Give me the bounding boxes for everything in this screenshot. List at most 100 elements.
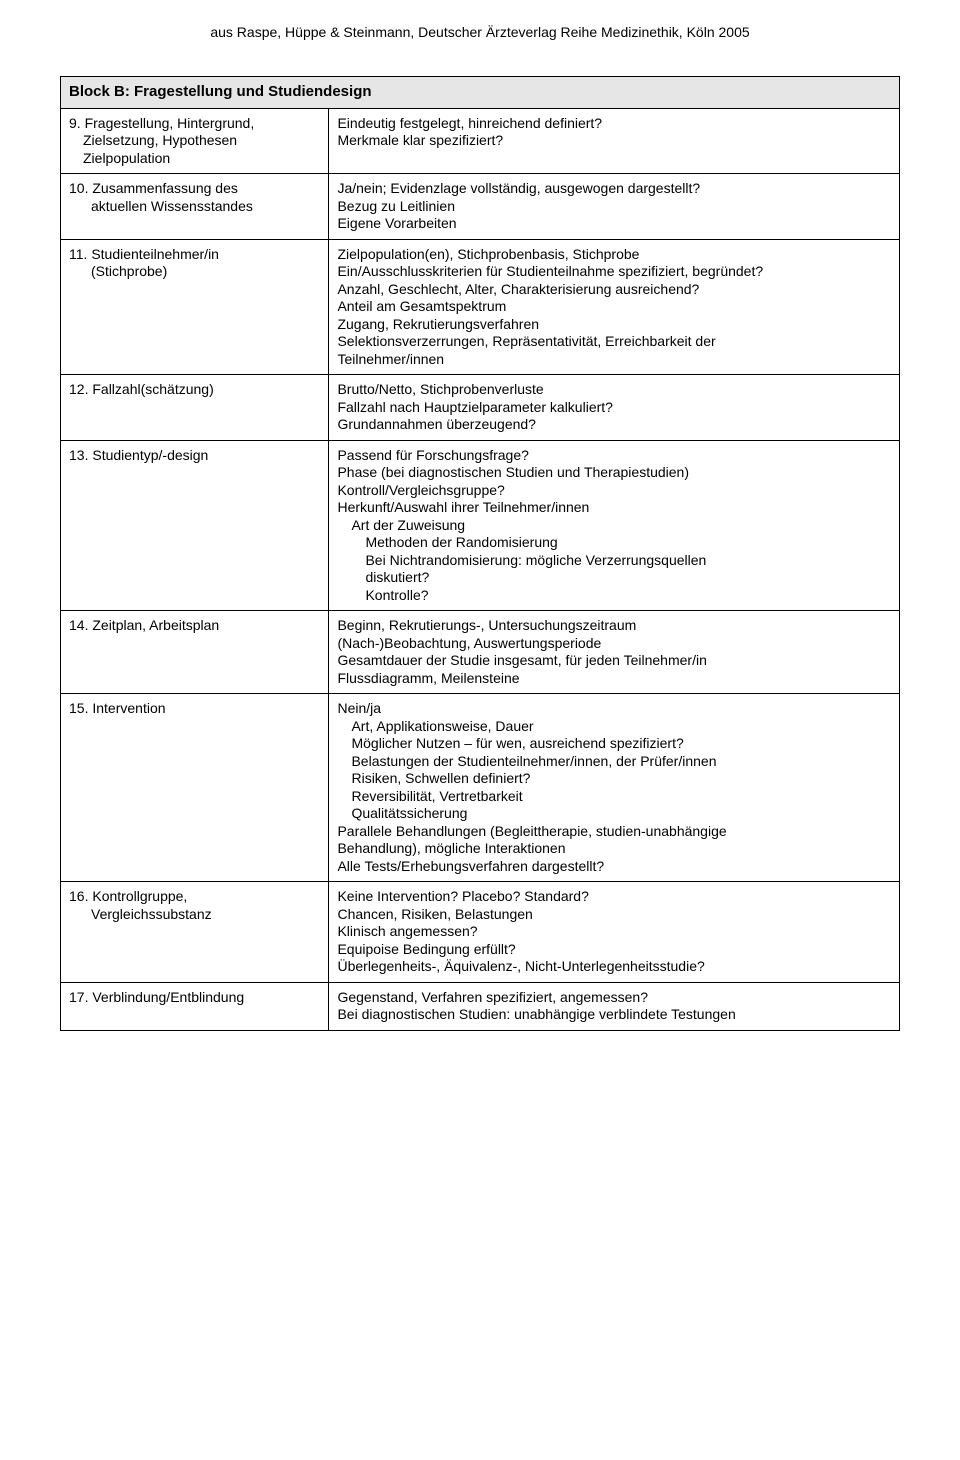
row-13-r4: Herkunft/Auswahl ihrer Teilnehmer/innen bbox=[337, 499, 589, 515]
row-10: 10. Zusammenfassung des aktuellen Wissen… bbox=[61, 174, 900, 240]
row-15-r9: Behandlung), mögliche Interaktionen bbox=[337, 840, 565, 856]
row-11: 11. Studienteilnehmer/in (Stichprobe) Zi… bbox=[61, 239, 900, 375]
row-10-content: Ja/nein; Evidenzlage vollständig, ausgew… bbox=[329, 174, 900, 240]
row-13-l1: Studientyp/-design bbox=[92, 447, 208, 463]
row-12: 12. Fallzahl(schätzung) Brutto/Netto, St… bbox=[61, 375, 900, 441]
row-13-r2: Phase (bei diagnostischen Studien und Th… bbox=[337, 464, 689, 480]
row-12-r2: Fallzahl nach Hauptzielparameter kalkuli… bbox=[337, 399, 612, 415]
row-17-content: Gegenstand, Verfahren spezifiziert, ange… bbox=[329, 982, 900, 1030]
row-11-r4: Anteil am Gesamtspektrum bbox=[337, 298, 506, 314]
row-15-r3: Möglicher Nutzen – für wen, ausreichend … bbox=[337, 735, 891, 753]
row-10-r3: Eigene Vorarbeiten bbox=[337, 215, 456, 231]
row-15-r7: Qualitätssicherung bbox=[337, 805, 891, 823]
row-13: 13. Studientyp/-design Passend für Forsc… bbox=[61, 440, 900, 611]
row-16-num: 16. bbox=[69, 888, 88, 904]
row-16-l2: Vergleichssubstanz bbox=[69, 906, 212, 922]
row-11-label: 11. Studienteilnehmer/in (Stichprobe) bbox=[61, 239, 329, 375]
row-13-content: Passend für Forschungsfrage? Phase (bei … bbox=[329, 440, 900, 611]
row-11-l1: Studienteilnehmer/in bbox=[91, 246, 219, 262]
row-14-num: 14. bbox=[69, 617, 88, 633]
row-15-r4: Belastungen der Studienteilnehmer/innen,… bbox=[337, 753, 891, 771]
row-11-num: 11. bbox=[69, 246, 87, 262]
row-13-r8: diskutiert? bbox=[337, 569, 891, 587]
row-15-r6: Reversibilität, Vertretbarkeit bbox=[337, 788, 891, 806]
row-15-num: 15. bbox=[69, 700, 88, 716]
row-9-l1: Fragestellung, Hintergrund, bbox=[85, 115, 255, 131]
row-11-content: Zielpopulation(en), Stichprobenbasis, St… bbox=[329, 239, 900, 375]
row-14-r4: Flussdiagramm, Meilensteine bbox=[337, 670, 519, 686]
row-9-label: 9. Fragestellung, Hintergrund, Zielsetzu… bbox=[61, 108, 329, 174]
row-10-label: 10. Zusammenfassung des aktuellen Wissen… bbox=[61, 174, 329, 240]
row-9-l2: Zielsetzung, Hypothesen bbox=[69, 132, 237, 148]
row-12-r1: Brutto/Netto, Stichprobenverluste bbox=[337, 381, 543, 397]
document-header: aus Raspe, Hüppe & Steinmann, Deutscher … bbox=[60, 24, 900, 40]
row-13-r7: Bei Nichtrandomisierung: mögliche Verzer… bbox=[337, 552, 891, 570]
row-10-r1: Ja/nein; Evidenzlage vollständig, ausgew… bbox=[337, 180, 700, 196]
row-15-r10: Alle Tests/Erhebungsverfahren dargestell… bbox=[337, 858, 604, 874]
row-9-r1: Eindeutig festgelegt, hinreichend defini… bbox=[337, 115, 602, 131]
row-11-r2: Ein/Ausschlusskriterien für Studienteiln… bbox=[337, 263, 763, 279]
row-9-num: 9. bbox=[69, 115, 81, 131]
row-16-r4: Equipoise Bedingung erfüllt? bbox=[337, 941, 515, 957]
row-15-r8: Parallele Behandlungen (Begleittherapie,… bbox=[337, 823, 726, 839]
row-14-content: Beginn, Rekrutierungs-, Untersuchungszei… bbox=[329, 611, 900, 694]
row-17: 17. Verblindung/Entblindung Gegenstand, … bbox=[61, 982, 900, 1030]
row-11-r3: Anzahl, Geschlecht, Alter, Charakterisie… bbox=[337, 281, 699, 297]
row-13-r9: Kontrolle? bbox=[337, 587, 891, 605]
row-10-r2: Bezug zu Leitlinien bbox=[337, 198, 455, 214]
row-13-label: 13. Studientyp/-design bbox=[61, 440, 329, 611]
block-title-row: Block B: Fragestellung und Studiendesign bbox=[61, 77, 900, 109]
row-13-r3: Kontroll/Vergleichsgruppe? bbox=[337, 482, 504, 498]
row-16-content: Keine Intervention? Placebo? Standard? C… bbox=[329, 882, 900, 983]
row-12-r3: Grundannahmen überzeugend? bbox=[337, 416, 536, 432]
row-13-r1: Passend für Forschungsfrage? bbox=[337, 447, 528, 463]
row-14-r1: Beginn, Rekrutierungs-, Untersuchungszei… bbox=[337, 617, 636, 633]
row-9-r2: Merkmale klar spezifiziert? bbox=[337, 132, 503, 148]
row-17-l1: Verblindung/Entblindung bbox=[92, 989, 244, 1005]
row-16-r3: Klinisch angemessen? bbox=[337, 923, 477, 939]
row-15-content: Nein/ja Art, Applikationsweise, Dauer Mö… bbox=[329, 694, 900, 882]
row-16: 16. Kontrollgruppe, Vergleichssubstanz K… bbox=[61, 882, 900, 983]
row-14-r2: (Nach-)Beobachtung, Auswertungsperiode bbox=[337, 635, 601, 651]
row-16-r1: Keine Intervention? Placebo? Standard? bbox=[337, 888, 588, 904]
row-12-num: 12. bbox=[69, 381, 88, 397]
row-16-r5: Überlegenheits-, Äquivalenz-, Nicht-Unte… bbox=[337, 958, 704, 974]
row-13-r6: Methoden der Randomisierung bbox=[337, 534, 891, 552]
row-11-r6: Selektionsverzerrungen, Repräsentativitä… bbox=[337, 333, 715, 349]
row-15-r5: Risiken, Schwellen definiert? bbox=[337, 770, 891, 788]
row-16-label: 16. Kontrollgruppe, Vergleichssubstanz bbox=[61, 882, 329, 983]
row-17-num: 17. bbox=[69, 989, 88, 1005]
row-10-l2: aktuellen Wissensstandes bbox=[69, 198, 253, 214]
row-14-l1: Zeitplan, Arbeitsplan bbox=[92, 617, 219, 633]
row-17-r1: Gegenstand, Verfahren spezifiziert, ange… bbox=[337, 989, 648, 1005]
row-12-content: Brutto/Netto, Stichprobenverluste Fallza… bbox=[329, 375, 900, 441]
row-10-num: 10. bbox=[69, 180, 88, 196]
row-9-l3: Zielpopulation bbox=[69, 150, 170, 166]
criteria-table: Block B: Fragestellung und Studiendesign… bbox=[60, 76, 900, 1031]
row-15-l1: Intervention bbox=[92, 700, 165, 716]
row-14-r3: Gesamtdauer der Studie insgesamt, für je… bbox=[337, 652, 706, 668]
row-9-content: Eindeutig festgelegt, hinreichend defini… bbox=[329, 108, 900, 174]
document-page: aus Raspe, Hüppe & Steinmann, Deutscher … bbox=[0, 0, 960, 1071]
row-10-l1: Zusammenfassung des bbox=[92, 180, 238, 196]
row-15-r1: Nein/ja bbox=[337, 700, 381, 716]
row-9: 9. Fragestellung, Hintergrund, Zielsetzu… bbox=[61, 108, 900, 174]
row-15-r2: Art, Applikationsweise, Dauer bbox=[337, 718, 891, 736]
row-13-r5: Art der Zuweisung bbox=[337, 517, 891, 535]
row-12-l1: Fallzahl(schätzung) bbox=[92, 381, 213, 397]
row-11-r5: Zugang, Rekrutierungsverfahren bbox=[337, 316, 539, 332]
row-16-r2: Chancen, Risiken, Belastungen bbox=[337, 906, 532, 922]
row-15-label: 15. Intervention bbox=[61, 694, 329, 882]
row-12-label: 12. Fallzahl(schätzung) bbox=[61, 375, 329, 441]
row-16-l1: Kontrollgruppe, bbox=[92, 888, 187, 904]
row-15: 15. Intervention Nein/ja Art, Applikatio… bbox=[61, 694, 900, 882]
block-title: Block B: Fragestellung und Studiendesign bbox=[61, 77, 900, 109]
row-11-r1: Zielpopulation(en), Stichprobenbasis, St… bbox=[337, 246, 639, 262]
row-17-r2: Bei diagnostischen Studien: unabhängige … bbox=[337, 1006, 735, 1022]
row-14: 14. Zeitplan, Arbeitsplan Beginn, Rekrut… bbox=[61, 611, 900, 694]
row-14-label: 14. Zeitplan, Arbeitsplan bbox=[61, 611, 329, 694]
row-11-l2: (Stichprobe) bbox=[69, 263, 167, 279]
row-13-num: 13. bbox=[69, 447, 88, 463]
row-11-r7: Teilnehmer/innen bbox=[337, 351, 444, 367]
row-17-label: 17. Verblindung/Entblindung bbox=[61, 982, 329, 1030]
